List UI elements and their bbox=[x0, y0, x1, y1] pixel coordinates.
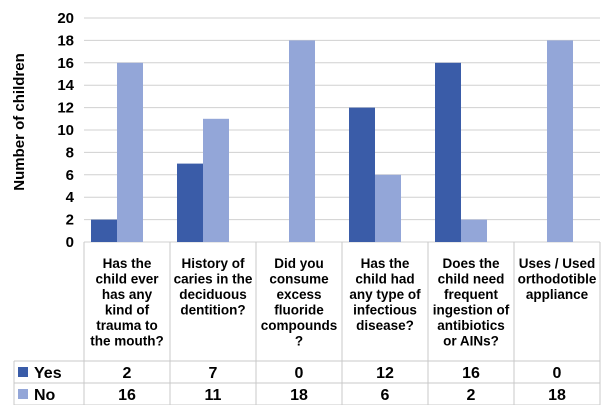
data-table: Has the child ever has any kind of trauma to… bbox=[18, 256, 597, 404]
category-label: History of caries in the deciduous dentitio… bbox=[174, 256, 253, 318]
table-cell: 2 bbox=[123, 365, 132, 382]
gridlines bbox=[13, 17, 601, 405]
category-label: Does the child need frequent ingestion of an… bbox=[433, 256, 510, 349]
y-axis-ticks: 0 2 4 6 8 10 12 14 16 18 20 bbox=[57, 10, 74, 251]
y-tick-label: 10 bbox=[57, 122, 74, 139]
table-cell: 0 bbox=[295, 365, 304, 382]
table-cell: 12 bbox=[376, 365, 394, 382]
category-label: Has the child had any type of infectious dis… bbox=[349, 256, 421, 333]
category-label: Has the child ever has any kind of trauma to… bbox=[90, 256, 164, 349]
bar-yes-1 bbox=[177, 163, 203, 242]
y-tick-label: 2 bbox=[66, 212, 74, 229]
legend-key-yes bbox=[18, 367, 28, 377]
legend-key-no bbox=[18, 389, 28, 399]
bar-yes-4 bbox=[435, 62, 461, 242]
category-label: Did you consume excess fluoride compounds? bbox=[261, 256, 338, 349]
bar-yes-3 bbox=[349, 107, 375, 242]
table-cell: 18 bbox=[548, 387, 566, 404]
table-cell: 6 bbox=[381, 387, 390, 404]
bar-no-1 bbox=[203, 118, 229, 242]
legend-label-yes: Yes bbox=[34, 365, 62, 382]
bar-no-0 bbox=[117, 62, 143, 242]
y-tick-label: 16 bbox=[57, 55, 74, 72]
y-tick-label: 18 bbox=[57, 32, 74, 49]
legend-label-no: No bbox=[34, 387, 56, 404]
table-cell: 16 bbox=[118, 387, 136, 404]
table-cell: 16 bbox=[462, 365, 480, 382]
table-cell: 2 bbox=[467, 387, 476, 404]
table-cell: 7 bbox=[209, 365, 218, 382]
y-tick-label: 14 bbox=[57, 77, 74, 94]
bar-no-3 bbox=[375, 174, 401, 242]
table-cell: 18 bbox=[290, 387, 308, 404]
bar-yes-0 bbox=[91, 219, 117, 242]
bar-no-2 bbox=[289, 40, 315, 243]
y-tick-label: 4 bbox=[66, 189, 75, 206]
category-label: Uses / Used orthodotible appliance bbox=[518, 256, 597, 302]
y-tick-label: 20 bbox=[57, 10, 74, 27]
y-axis-label: Number of children bbox=[11, 53, 28, 191]
bar-no-4 bbox=[461, 219, 487, 242]
y-tick-label: 0 bbox=[66, 234, 74, 251]
table-cell: 0 bbox=[553, 365, 562, 382]
y-tick-label: 8 bbox=[66, 144, 74, 161]
y-tick-label: 12 bbox=[57, 100, 74, 117]
table-cell: 11 bbox=[205, 387, 222, 404]
bars bbox=[91, 40, 573, 243]
y-tick-label: 6 bbox=[66, 167, 74, 184]
bar-no-5 bbox=[547, 40, 573, 243]
